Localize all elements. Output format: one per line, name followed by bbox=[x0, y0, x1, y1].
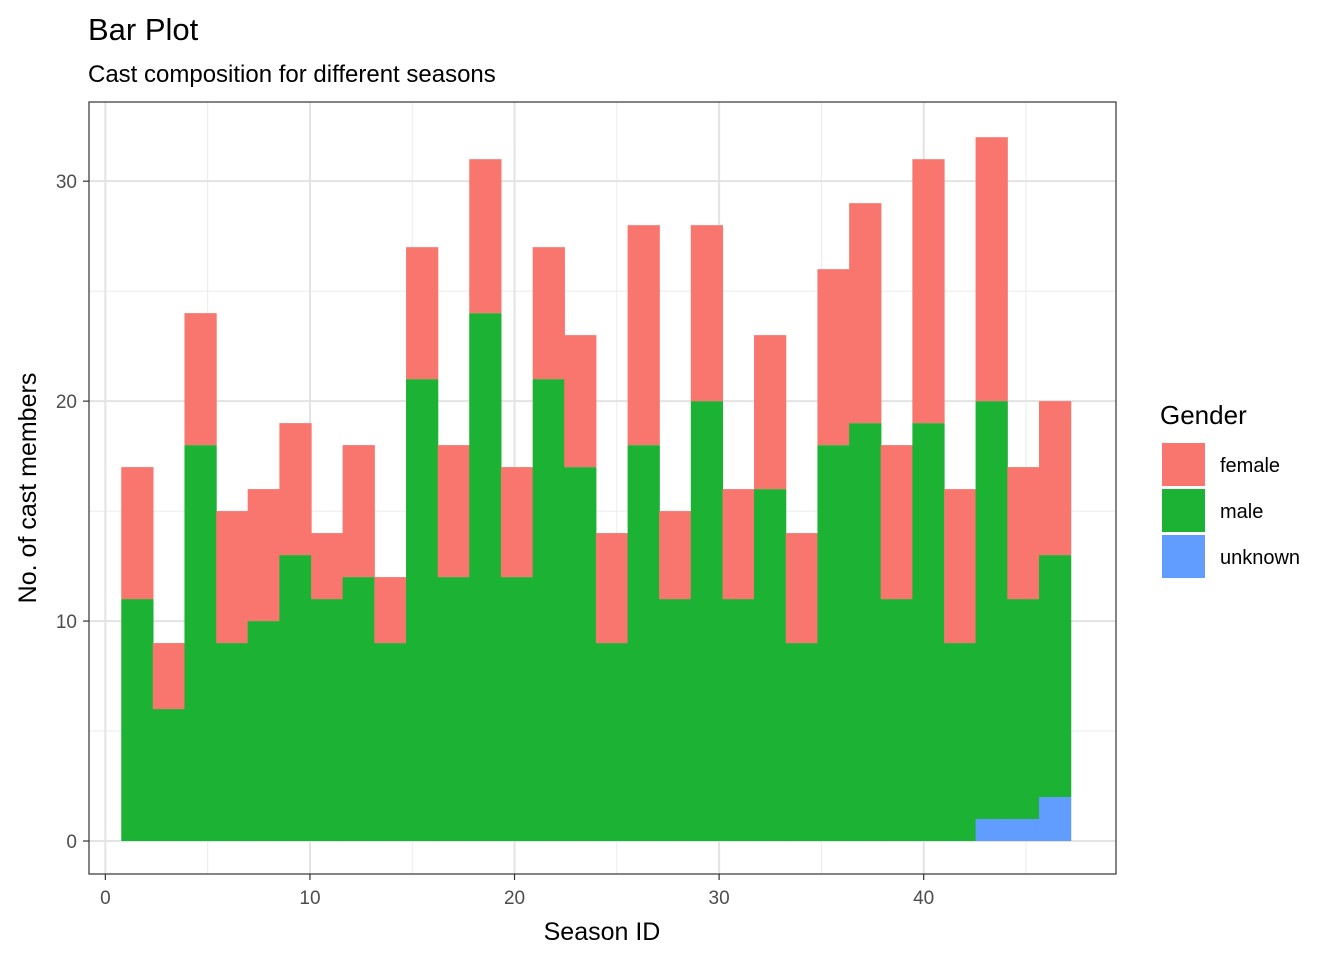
bar-segment-female bbox=[311, 533, 344, 600]
bar-segment-male bbox=[184, 445, 217, 842]
bar-segment-male bbox=[849, 423, 882, 842]
bar-segment-female bbox=[659, 511, 692, 600]
y-tick-label: 20 bbox=[56, 392, 77, 413]
x-axis-label: Season ID bbox=[544, 918, 661, 946]
bar-segment-female bbox=[785, 533, 818, 644]
bar-segment-female bbox=[849, 203, 882, 424]
bar-segment-male bbox=[785, 643, 818, 842]
legend-key-unknown bbox=[1162, 535, 1205, 578]
bars bbox=[121, 137, 1072, 842]
bar-segment-male bbox=[659, 599, 692, 842]
bar-segment-female bbox=[406, 247, 439, 380]
bar-segment-female bbox=[121, 467, 154, 600]
bar-segment-female bbox=[817, 269, 850, 446]
bar-segment-male bbox=[595, 643, 629, 842]
bar-segment-female bbox=[469, 159, 502, 314]
bar-segment-female bbox=[1007, 467, 1040, 600]
bar-segment-female bbox=[975, 137, 1008, 402]
axis-ticks: 0 10 20 30 40 0 10 20 30 bbox=[56, 172, 934, 909]
bar-segment-female bbox=[279, 423, 312, 556]
bar-segment-male bbox=[912, 423, 945, 842]
bar-segment-unknown bbox=[1007, 819, 1040, 842]
bar-segment-female bbox=[184, 313, 217, 446]
x-tick-label: 30 bbox=[709, 888, 730, 909]
y-tick-label: 10 bbox=[56, 612, 77, 633]
legend: Gender female male unknown bbox=[1160, 400, 1300, 578]
bar-segment-female bbox=[564, 335, 597, 468]
plot-panel-border bbox=[88, 101, 1117, 875]
legend-label-male: male bbox=[1220, 501, 1263, 523]
y-tick-label: 30 bbox=[56, 172, 77, 193]
bar-segment-male bbox=[374, 643, 407, 842]
bar-segment-male bbox=[564, 467, 597, 842]
bar-segment-female bbox=[1039, 401, 1072, 556]
bar-segment-male bbox=[216, 643, 249, 842]
bar-segment-female bbox=[216, 511, 249, 644]
bar-segment-female bbox=[912, 159, 945, 424]
legend-title: Gender bbox=[1160, 400, 1247, 430]
bar-segment-unknown bbox=[1039, 797, 1072, 842]
bar-segment-male bbox=[627, 445, 660, 842]
legend-key-female bbox=[1162, 443, 1205, 486]
bar-segment-male bbox=[406, 379, 439, 842]
x-tick-label: 10 bbox=[299, 888, 320, 909]
bar-segment-male bbox=[247, 621, 280, 842]
bar-segment-female bbox=[500, 467, 534, 578]
bar-segment-female bbox=[152, 643, 186, 710]
x-tick-label: 20 bbox=[504, 888, 525, 909]
bar-segment-female bbox=[722, 489, 755, 600]
bar-segment-male bbox=[532, 379, 565, 842]
bar-segment-female bbox=[437, 445, 470, 578]
y-tick-label: 0 bbox=[66, 832, 77, 853]
bar-segment-female bbox=[595, 533, 629, 644]
chart-subtitle: Cast composition for different seasons bbox=[88, 61, 496, 88]
legend-key-male bbox=[1162, 489, 1205, 532]
bar-segment-male bbox=[944, 643, 977, 842]
bar-segment-male bbox=[880, 599, 913, 842]
bar-segment-female bbox=[690, 225, 724, 402]
bar-segment-female bbox=[374, 577, 407, 644]
bar-segment-male bbox=[722, 599, 755, 842]
y-axis-label: No. of cast members bbox=[14, 373, 42, 604]
bar-segment-male bbox=[152, 709, 186, 842]
bar-segment-male bbox=[1007, 599, 1040, 820]
bar-segment-male bbox=[342, 577, 375, 842]
bar-segment-male bbox=[817, 445, 850, 842]
bar-segment-unknown bbox=[975, 819, 1008, 842]
bar-segment-male bbox=[975, 401, 1008, 820]
bar-segment-female bbox=[342, 445, 375, 578]
bar-segment-female bbox=[247, 489, 280, 622]
chart-title: Bar Plot bbox=[88, 12, 199, 47]
bar-segment-male bbox=[754, 489, 787, 842]
bar-segment-male bbox=[311, 599, 344, 842]
bar-segment-male bbox=[469, 313, 502, 842]
bar-segment-male bbox=[1039, 555, 1072, 798]
x-tick-label: 40 bbox=[913, 888, 934, 909]
bar-segment-male bbox=[279, 555, 312, 842]
bar-segment-male bbox=[121, 599, 154, 842]
bar-segment-female bbox=[627, 225, 660, 446]
legend-label-female: female bbox=[1220, 455, 1280, 477]
bar-segment-male bbox=[500, 577, 534, 842]
bar-segment-female bbox=[944, 489, 977, 644]
legend-label-unknown: unknown bbox=[1220, 547, 1300, 569]
bar-segment-male bbox=[437, 577, 470, 842]
bar-segment-female bbox=[754, 335, 787, 490]
bar-segment-male bbox=[690, 401, 724, 842]
bar-segment-female bbox=[532, 247, 565, 380]
bar-segment-female bbox=[880, 445, 913, 600]
x-tick-label: 0 bbox=[100, 888, 111, 909]
